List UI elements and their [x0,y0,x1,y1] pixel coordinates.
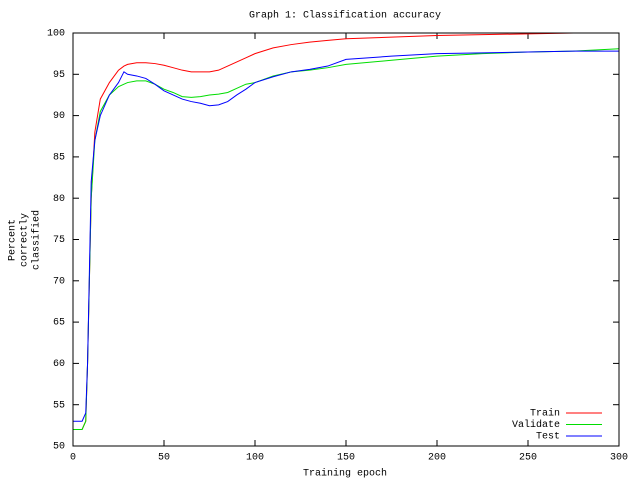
x-tick-label: 250 [519,453,537,464]
y-tick-label: 60 [53,359,65,370]
y-tick-label: 85 [53,153,65,164]
chart-title: Graph 1: Classification accuracy [249,10,441,22]
x-tick-label: 100 [246,453,264,464]
series-line [73,32,619,430]
legend-label: Test [536,432,560,443]
y-tick-label: 50 [53,442,65,453]
series-line [73,48,620,430]
x-axis-label: Training epoch [303,468,387,480]
x-tick-label: 0 [70,453,76,464]
y-tick-label: 70 [53,276,65,287]
x-tick-label: 50 [158,453,170,464]
series-line [73,50,619,422]
x-tick-label: 200 [428,453,446,464]
y-axis-label-line: classified [31,210,43,270]
y-axis-label-line: correctly [19,213,31,267]
y-tick-label: 65 [53,318,65,329]
legend-label: Train [530,408,560,420]
y-tick-label: 55 [53,400,65,411]
y-tick-label: 100 [47,29,65,40]
y-tick-label: 95 [53,70,65,81]
y-tick-label: 80 [53,194,65,205]
y-axis-label: Percent correctly classified [8,210,43,270]
x-tick-label: 300 [610,453,628,464]
y-tick-label: 90 [53,111,65,122]
legend-label: Validate [512,419,560,431]
x-tick-label: 150 [337,453,355,464]
plot-border [72,32,620,447]
y-axis-label-line: Percent [8,219,19,261]
y-tick-label: 75 [53,235,65,246]
